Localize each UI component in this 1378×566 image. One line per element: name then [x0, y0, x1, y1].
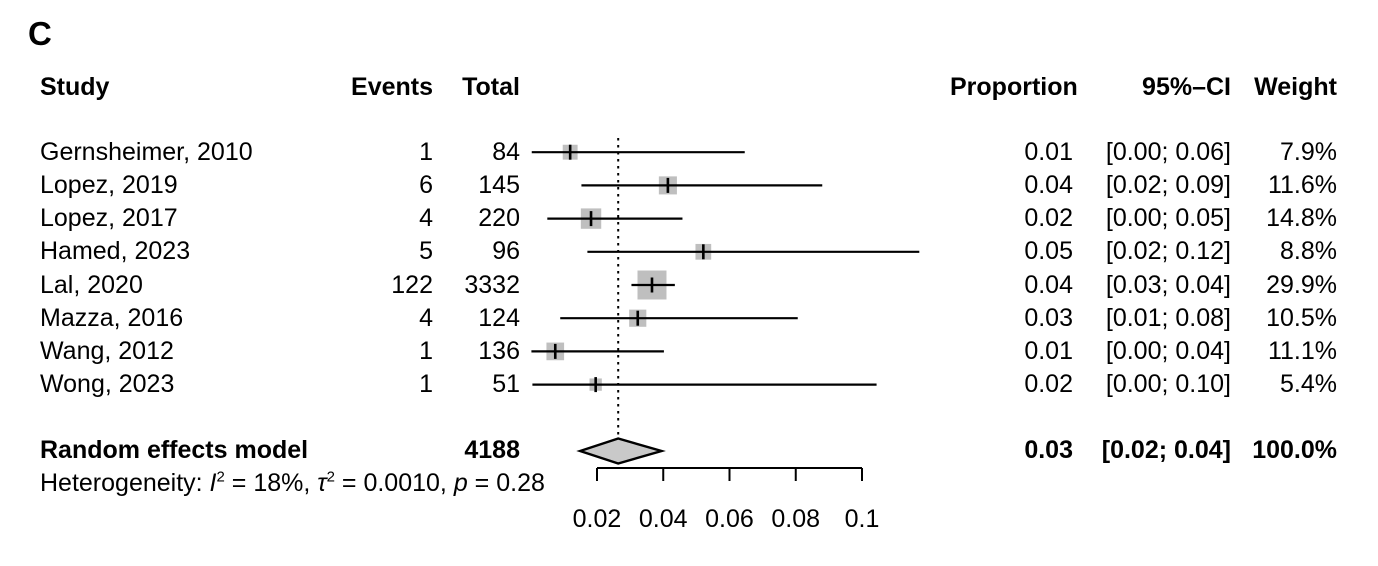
- events-value: 122: [391, 270, 433, 299]
- events-value: 5: [419, 237, 433, 266]
- events-value: 4: [419, 303, 433, 332]
- proportion-value: 0.01: [1024, 336, 1073, 365]
- tau-squared-symbol: τ: [317, 469, 327, 497]
- tau-squared-value: = 0.0010,: [334, 469, 454, 497]
- study-row: Lal, 2020 122 3332 0.04 [0.03; 0.04] 29.9%: [0, 269, 1378, 302]
- ci-value: [0.00; 0.05]: [1105, 204, 1231, 233]
- study-name: Mazza, 2016: [40, 303, 184, 332]
- proportion-value: 0.01: [1024, 137, 1073, 166]
- weight-value: 5.4%: [1280, 370, 1337, 399]
- study-row: Wong, 2023 1 51 0.02 [0.00; 0.10] 5.4%: [0, 368, 1378, 401]
- weight-value: 8.8%: [1280, 237, 1337, 266]
- study-row: Wang, 2012 1 136 0.01 [0.00; 0.04] 11.1%: [0, 335, 1378, 368]
- het-prefix: Heterogeneity:: [40, 469, 210, 497]
- weight-value: 11.6%: [1267, 170, 1337, 199]
- proportion-value: 0.05: [1024, 237, 1073, 266]
- study-name: Wong, 2023: [40, 370, 175, 399]
- study-row: Lopez, 2019 6 145 0.04 [0.02; 0.09] 11.6%: [0, 169, 1378, 202]
- ci-value: [0.03; 0.04]: [1105, 270, 1231, 299]
- header-weight: Weight: [1254, 73, 1337, 101]
- study-name: Lopez, 2017: [40, 204, 178, 233]
- proportion-value: 0.04: [1024, 270, 1073, 299]
- tau-squared-sup: 2: [326, 468, 335, 486]
- total-value: 84: [492, 137, 520, 166]
- axis-tick-label: 0.06: [705, 505, 754, 533]
- ci-value: [0.00; 0.06]: [1105, 137, 1231, 166]
- weight-value: 7.9%: [1280, 137, 1337, 166]
- weight-value: 14.8%: [1266, 204, 1337, 233]
- ci-value: [0.02; 0.12]: [1105, 237, 1231, 266]
- study-name: Wang, 2012: [40, 336, 174, 365]
- proportion-value: 0.03: [1024, 303, 1073, 332]
- header-study: Study: [40, 73, 110, 101]
- ci-value: [0.00; 0.10]: [1105, 370, 1231, 399]
- pooled-weight: 100.0%: [1252, 436, 1337, 464]
- axis-tick-label: 0.04: [639, 505, 688, 533]
- p-value: = 0.28: [467, 469, 545, 497]
- pooled-row: Random effects model 4188 0.03 [0.02; 0.…: [0, 434, 1378, 467]
- pooled-total: 4188: [464, 436, 520, 464]
- header-total: Total: [462, 73, 520, 101]
- axis-tick-label: 0.08: [771, 505, 820, 533]
- weight-value: 10.5%: [1266, 303, 1337, 332]
- pooled-diamond: [576, 437, 666, 465]
- header-ci: 95%–CI: [1142, 73, 1231, 101]
- study-name: Lopez, 2019: [40, 170, 178, 199]
- study-name: Hamed, 2023: [40, 237, 191, 266]
- events-value: 1: [419, 336, 433, 365]
- i-squared-sup: 2: [216, 468, 225, 486]
- total-value: 220: [478, 204, 520, 233]
- p-symbol: p: [453, 469, 468, 497]
- total-value: 145: [478, 170, 520, 199]
- total-value: 3332: [464, 270, 520, 299]
- axis-tick-label: 0.1: [845, 505, 880, 533]
- weight-value: 11.1%: [1267, 336, 1337, 365]
- study-name: Gernsheimer, 2010: [40, 137, 253, 166]
- pooled-proportion: 0.03: [1024, 436, 1073, 464]
- proportion-value: 0.04: [1024, 170, 1073, 199]
- pooled-label: Random effects model: [40, 436, 309, 464]
- events-value: 1: [419, 370, 433, 399]
- total-value: 96: [492, 237, 520, 266]
- header-proportion: Proportion: [950, 73, 1078, 101]
- ci-value: [0.00; 0.04]: [1105, 336, 1231, 365]
- total-value: 124: [478, 303, 520, 332]
- pooled-ci: [0.02; 0.04]: [1101, 436, 1231, 464]
- ci-value: [0.01; 0.08]: [1105, 303, 1231, 332]
- table-header-row: Study Events Total Proportion 95%–CI Wei…: [0, 71, 1378, 104]
- events-value: 4: [419, 204, 433, 233]
- heterogeneity-stats: Heterogeneity: I2 = 18%, τ2 = 0.0010, p …: [40, 467, 545, 500]
- i-squared-value: = 18%,: [224, 469, 318, 497]
- header-events: Events: [351, 73, 433, 101]
- panel-label: C: [28, 15, 52, 52]
- weight-value: 29.9%: [1266, 270, 1337, 299]
- study-row: Lopez, 2017 4 220 0.02 [0.00; 0.05] 14.8%: [0, 202, 1378, 235]
- total-value: 136: [478, 336, 520, 365]
- events-value: 6: [419, 170, 433, 199]
- i-squared-symbol: I: [209, 469, 217, 497]
- total-value: 51: [492, 370, 520, 399]
- study-row: Gernsheimer, 2010 1 84 0.01 [0.00; 0.06] 7.9%: [0, 136, 1378, 169]
- ci-value: [0.02; 0.09]: [1105, 170, 1231, 199]
- proportion-value: 0.02: [1024, 370, 1073, 399]
- axis-tick-label: 0.02: [573, 505, 622, 533]
- events-value: 1: [419, 137, 433, 166]
- study-row: Hamed, 2023 5 96 0.05 [0.02; 0.12] 8.8%: [0, 235, 1378, 268]
- study-row: Mazza, 2016 4 124 0.03 [0.01; 0.08] 10.5%: [0, 302, 1378, 335]
- study-name: Lal, 2020: [40, 270, 143, 299]
- proportion-value: 0.02: [1024, 204, 1073, 233]
